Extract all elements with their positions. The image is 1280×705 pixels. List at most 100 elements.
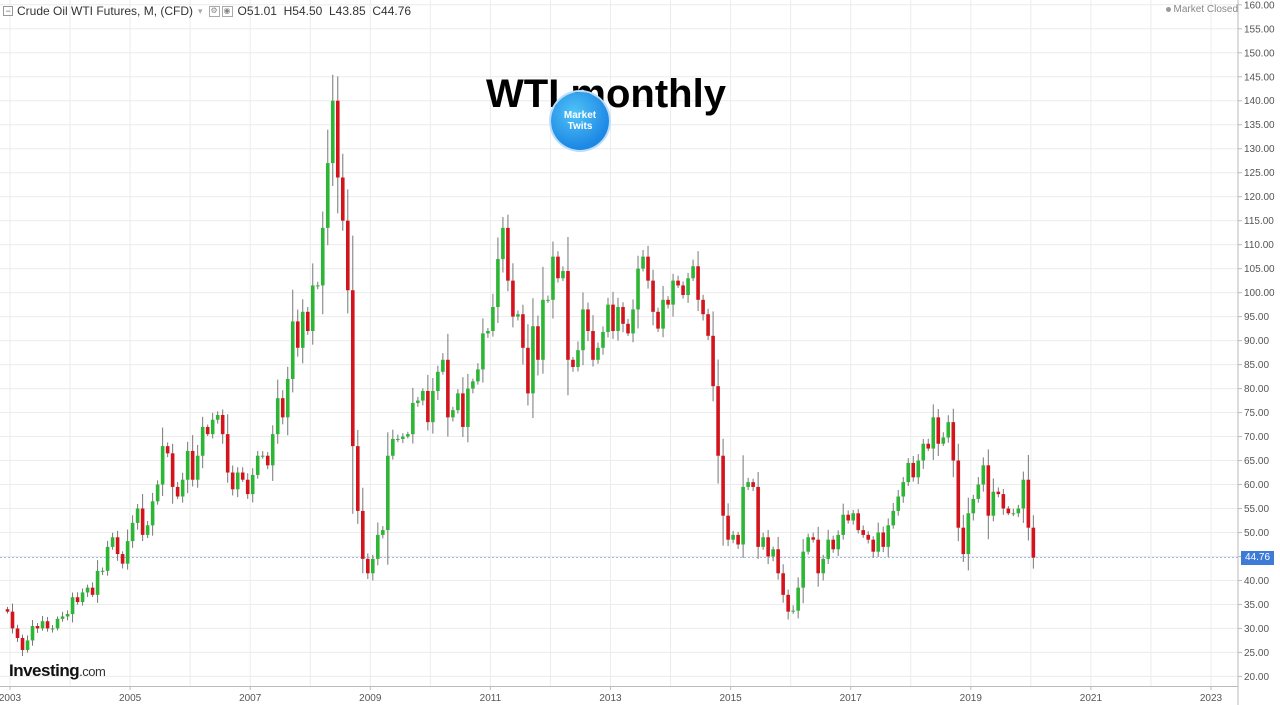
candle-down[interactable] bbox=[871, 539, 876, 552]
candle-up[interactable] bbox=[135, 508, 140, 523]
candle-up[interactable] bbox=[310, 285, 315, 332]
candle-down[interactable] bbox=[776, 549, 780, 574]
candle-down[interactable] bbox=[756, 486, 760, 547]
candle-down[interactable] bbox=[611, 304, 615, 332]
candle-down[interactable] bbox=[511, 280, 515, 317]
candle-down[interactable] bbox=[426, 390, 430, 423]
candle-down[interactable] bbox=[861, 530, 866, 535]
candle-down[interactable] bbox=[170, 453, 175, 487]
candle-down[interactable] bbox=[556, 256, 560, 279]
candle-up[interactable] bbox=[541, 299, 545, 360]
candle-up[interactable] bbox=[901, 482, 906, 497]
candle-up[interactable] bbox=[180, 479, 185, 497]
candle-down[interactable] bbox=[676, 280, 680, 286]
candle-down[interactable] bbox=[295, 321, 300, 348]
candle-up[interactable] bbox=[285, 378, 290, 418]
candle-down[interactable] bbox=[816, 539, 820, 574]
candle-down[interactable] bbox=[220, 414, 225, 435]
candle-down[interactable] bbox=[961, 527, 966, 555]
candle-up[interactable] bbox=[516, 314, 520, 317]
candle-down[interactable] bbox=[681, 285, 685, 296]
candle-down[interactable] bbox=[751, 482, 755, 487]
candle-down[interactable] bbox=[506, 227, 510, 281]
candle-up[interactable] bbox=[315, 285, 320, 287]
candle-down[interactable] bbox=[1031, 527, 1036, 558]
candle-up[interactable] bbox=[381, 530, 385, 535]
candle-down[interactable] bbox=[831, 539, 835, 550]
candle-up[interactable] bbox=[185, 450, 190, 480]
candle-up[interactable] bbox=[731, 534, 735, 540]
candle-up[interactable] bbox=[896, 496, 901, 511]
candle-up[interactable] bbox=[561, 271, 565, 279]
candle-down[interactable] bbox=[280, 398, 285, 418]
candle-up[interactable] bbox=[371, 558, 375, 574]
candle-down[interactable] bbox=[355, 446, 360, 511]
candle-up[interactable] bbox=[110, 537, 115, 547]
candle-up[interactable] bbox=[65, 614, 70, 617]
candle-up[interactable] bbox=[466, 388, 470, 427]
candle-down[interactable] bbox=[696, 266, 700, 300]
candle-down[interactable] bbox=[986, 465, 991, 516]
candle-down[interactable] bbox=[340, 177, 345, 221]
candle-down[interactable] bbox=[591, 331, 595, 360]
candle-down[interactable] bbox=[951, 422, 956, 461]
candle-up[interactable] bbox=[636, 268, 640, 310]
candle-down[interactable] bbox=[90, 587, 95, 595]
candle-up[interactable] bbox=[616, 307, 620, 332]
candle-up[interactable] bbox=[661, 299, 665, 329]
candle-down[interactable] bbox=[175, 486, 180, 497]
candle-down[interactable] bbox=[115, 537, 120, 555]
candle-up[interactable] bbox=[235, 472, 240, 490]
candle-down[interactable] bbox=[225, 434, 230, 473]
candle-up[interactable] bbox=[551, 256, 555, 300]
candle-down[interactable] bbox=[461, 393, 465, 427]
candle-up[interactable] bbox=[746, 482, 750, 487]
candle-up[interactable] bbox=[891, 510, 896, 526]
candle-up[interactable] bbox=[1016, 508, 1021, 514]
candle-down[interactable] bbox=[10, 611, 15, 629]
candle-down[interactable] bbox=[165, 446, 170, 454]
candle-up[interactable] bbox=[921, 443, 926, 461]
candle-down[interactable] bbox=[345, 220, 350, 291]
candle-up[interactable] bbox=[916, 460, 921, 478]
candle-down[interactable] bbox=[856, 513, 861, 531]
candle-up[interactable] bbox=[416, 400, 420, 403]
candle-up[interactable] bbox=[55, 618, 60, 629]
candle-up[interactable] bbox=[576, 350, 580, 367]
candle-up[interactable] bbox=[270, 434, 275, 466]
candle-down[interactable] bbox=[190, 450, 195, 480]
candle-down[interactable] bbox=[366, 558, 370, 574]
candle-up[interactable] bbox=[130, 522, 135, 542]
candle-down[interactable] bbox=[305, 311, 310, 332]
candle-up[interactable] bbox=[531, 326, 535, 394]
candle-down[interactable] bbox=[881, 532, 886, 547]
candle-up[interactable] bbox=[210, 419, 215, 435]
candle-down[interactable] bbox=[35, 626, 40, 629]
candle-down[interactable] bbox=[586, 309, 590, 332]
candle-up[interactable] bbox=[50, 628, 55, 630]
candle-up[interactable] bbox=[421, 390, 425, 401]
candle-up[interactable] bbox=[601, 331, 605, 348]
candle-down[interactable] bbox=[811, 537, 815, 540]
candle-down[interactable] bbox=[120, 554, 125, 564]
candle-up[interactable] bbox=[145, 525, 150, 535]
candle-up[interactable] bbox=[215, 414, 220, 420]
candle-down[interactable] bbox=[360, 510, 365, 559]
candle-up[interactable] bbox=[40, 621, 45, 629]
candle-up[interactable] bbox=[946, 422, 951, 438]
candle-up[interactable] bbox=[325, 163, 330, 228]
candle-up[interactable] bbox=[841, 514, 845, 535]
candle-up[interactable] bbox=[60, 616, 65, 619]
candle-up[interactable] bbox=[431, 390, 435, 423]
candle-down[interactable] bbox=[621, 307, 625, 324]
candle-up[interactable] bbox=[290, 321, 295, 379]
candle-up[interactable] bbox=[981, 465, 986, 485]
candle-up[interactable] bbox=[300, 311, 305, 348]
candle-down[interactable] bbox=[726, 515, 730, 540]
candle-up[interactable] bbox=[1011, 513, 1016, 515]
candle-up[interactable] bbox=[931, 417, 936, 449]
candle-down[interactable] bbox=[706, 314, 710, 336]
instrument-name[interactable]: Crude Oil WTI Futures, M, (CFD) bbox=[17, 4, 194, 18]
candle-up[interactable] bbox=[796, 587, 800, 611]
candle-up[interactable] bbox=[25, 640, 30, 651]
